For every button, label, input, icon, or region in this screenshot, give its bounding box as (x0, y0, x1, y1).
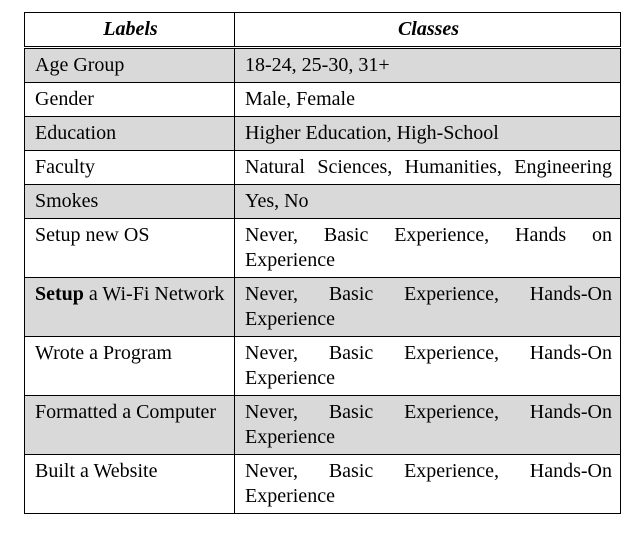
cell-classes: Never, Basic Experience, Hands-On Experi… (235, 337, 621, 396)
label-rest: a Wi-Fi Network (84, 283, 224, 305)
header-labels: Labels (25, 13, 235, 48)
table-row: Formatted a Computer Never, Basic Experi… (25, 396, 621, 455)
table-row: Built a Website Never, Basic Experience,… (25, 455, 621, 514)
cell-classes: 18-24, 25-30, 31+ (235, 48, 621, 83)
cell-classes: Yes, No (235, 185, 621, 219)
cell-label: Formatted a Computer (25, 396, 235, 455)
label-bold-prefix: Setup (35, 283, 84, 305)
cell-classes: Never, Basic Experience, Hands-On Experi… (235, 278, 621, 337)
cell-classes: Never, Basic Experience, Hands-On Experi… (235, 396, 621, 455)
cell-classes: Never, Basic Experience, Hands-On Experi… (235, 455, 621, 514)
cell-label: Wrote a Program (25, 337, 235, 396)
cell-label: Age Group (25, 48, 235, 83)
cell-label: Smokes (25, 185, 235, 219)
cell-classes: Higher Education, High-School (235, 117, 621, 151)
table-row: Setup a Wi-Fi Network Never, Basic Exper… (25, 278, 621, 337)
table-row: Setup new OS Never, Basic Experience, Ha… (25, 219, 621, 278)
cell-classes: Male, Female (235, 83, 621, 117)
cell-label: Gender (25, 83, 235, 117)
table-row: Education Higher Education, High-School (25, 117, 621, 151)
table-row: Faculty Natural Sciences, Humanities, En… (25, 151, 621, 185)
cell-classes: Never, Basic Experience, Hands on Experi… (235, 219, 621, 278)
cell-label: Setup a Wi-Fi Network (25, 278, 235, 337)
table-row: Gender Male, Female (25, 83, 621, 117)
cell-label: Education (25, 117, 235, 151)
labels-classes-table: Labels Classes Age Group 18-24, 25-30, 3… (24, 12, 621, 514)
header-classes: Classes (235, 13, 621, 48)
cell-label: Built a Website (25, 455, 235, 514)
table-body: Age Group 18-24, 25-30, 31+ Gender Male,… (25, 48, 621, 514)
table-row: Smokes Yes, No (25, 185, 621, 219)
table-header-row: Labels Classes (25, 13, 621, 48)
cell-label: Faculty (25, 151, 235, 185)
table-row: Wrote a Program Never, Basic Experience,… (25, 337, 621, 396)
table-row: Age Group 18-24, 25-30, 31+ (25, 48, 621, 83)
cell-classes: Natural Sciences, Humanities, Engineerin… (235, 151, 621, 185)
cell-label: Setup new OS (25, 219, 235, 278)
